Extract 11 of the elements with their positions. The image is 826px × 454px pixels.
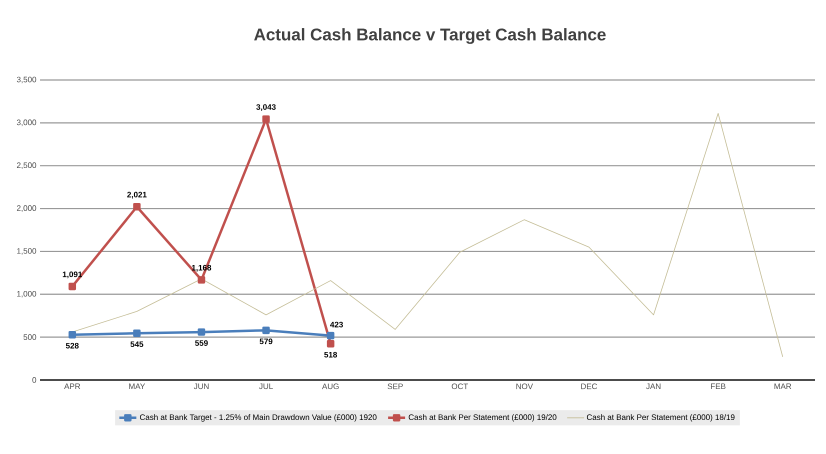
point [198,276,206,284]
point [68,282,76,290]
point [262,115,270,123]
point [68,330,76,338]
point [326,332,334,340]
point [262,326,270,334]
point [198,328,206,336]
point [326,340,334,348]
point [133,330,141,338]
chart-title: Actual Cash Balance v Target Cash Balance [254,28,606,44]
point [133,203,141,210]
